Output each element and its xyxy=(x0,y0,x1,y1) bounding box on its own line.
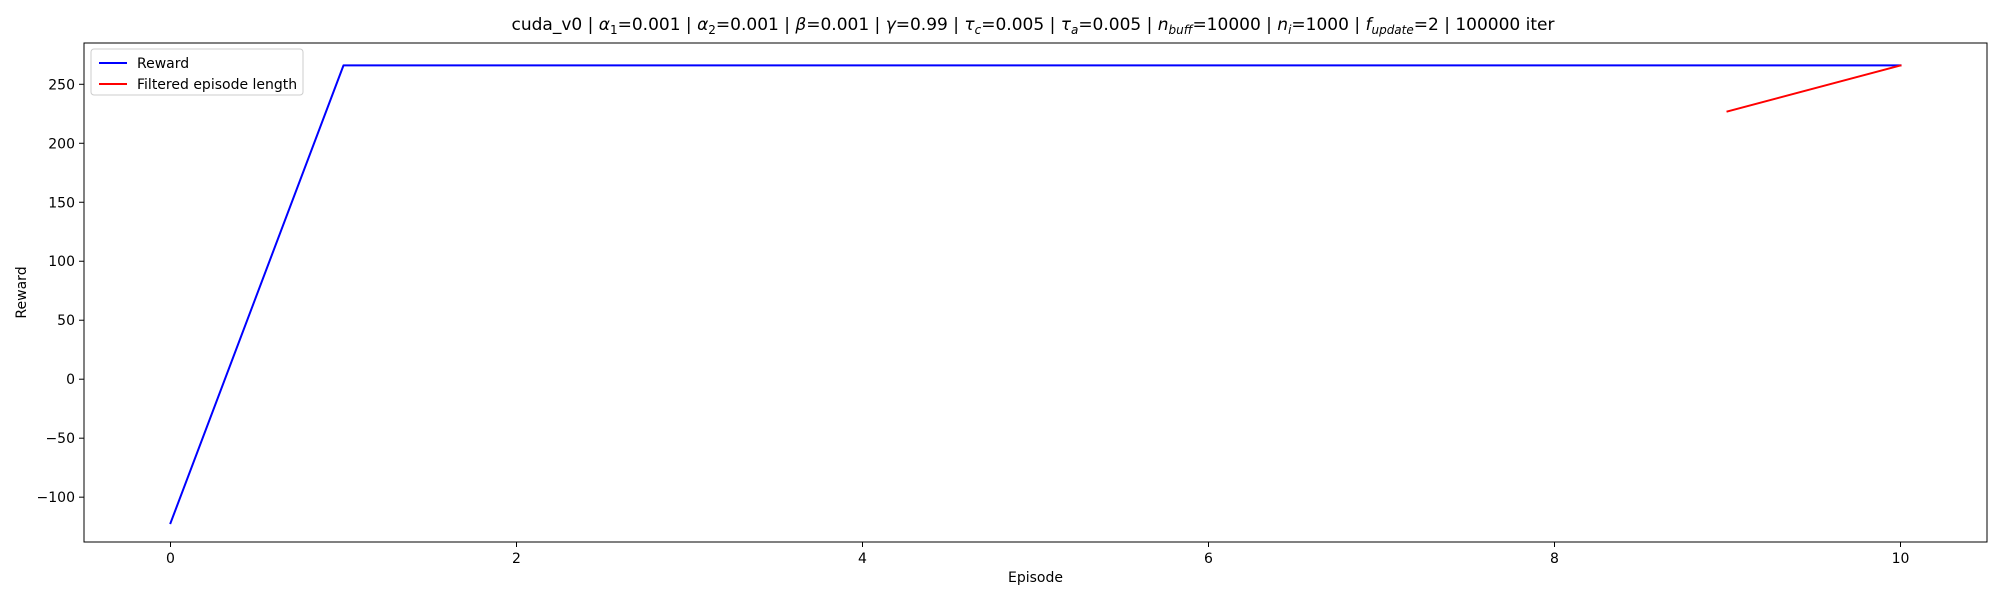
series-line-0 xyxy=(169,64,1902,525)
y-tick-label: −50 xyxy=(45,431,75,447)
x-tick-label: 6 xyxy=(1204,551,1213,567)
y-tick-label: 150 xyxy=(48,195,75,211)
y-tick-label: 100 xyxy=(48,254,75,270)
plot-area: 0 2 4 6 8 10 −100 −50 0 50 100 150 200 250 xyxy=(37,42,1988,567)
y-tick-label: 0 xyxy=(66,372,75,388)
title-segment: n xyxy=(1158,15,1169,35)
series-layer xyxy=(169,64,1902,525)
x-tick-label: 4 xyxy=(858,551,867,567)
title-segment: n xyxy=(1277,15,1288,35)
y-tick-label: 50 xyxy=(57,313,75,329)
title-segment: α xyxy=(697,15,708,35)
title-segment: =10000 | xyxy=(1192,15,1277,35)
y-axis-title: Reward xyxy=(14,266,30,318)
title-segment: =1000 | xyxy=(1291,15,1365,35)
y-tick-label: 250 xyxy=(48,77,75,93)
title-segment: γ xyxy=(886,15,897,35)
title-segment: buff xyxy=(1169,23,1194,37)
title-segment: τ xyxy=(964,15,975,35)
x-tick-label: 2 xyxy=(512,551,521,567)
legend-label: Reward xyxy=(137,56,189,72)
y-axis: −100 −50 0 50 100 150 200 250 xyxy=(37,77,84,506)
title-segment: =0.005 | xyxy=(981,15,1060,35)
title-segment: a xyxy=(1071,23,1078,37)
title-segment: τ xyxy=(1061,15,1072,35)
title-segment: =0.99 | xyxy=(896,15,965,35)
y-tick-label: −100 xyxy=(37,490,75,506)
title-segment: f xyxy=(1365,15,1374,35)
title-segment: =0.001 | xyxy=(806,15,885,35)
title-segment: =2 | 100000 iter xyxy=(1414,15,1555,35)
x-axis: 0 2 4 6 8 10 xyxy=(166,542,1909,567)
title-segment: β xyxy=(794,15,806,35)
title-segment: α xyxy=(599,15,610,35)
x-tick-label: 10 xyxy=(1892,551,1910,567)
x-tick-label: 8 xyxy=(1550,551,1559,567)
legend: Reward Filtered episode length xyxy=(90,48,304,96)
title-segment: =0.001 | xyxy=(618,15,697,35)
title-segment: c xyxy=(975,23,982,37)
series-line-1 xyxy=(1726,64,1902,113)
axes-frame xyxy=(83,42,1988,543)
y-tick-label: 200 xyxy=(48,136,75,152)
title-segment: 1 xyxy=(610,23,618,37)
title-segment: =0.001 | xyxy=(716,15,795,35)
title-segment: i xyxy=(1288,23,1292,37)
title-segment: =0.005 | xyxy=(1078,15,1157,35)
legend-label: Filtered episode length xyxy=(137,77,297,93)
title-segment: update xyxy=(1371,23,1413,37)
x-tick-label: 0 xyxy=(166,551,175,567)
title-segment: cuda_v0 | xyxy=(512,15,599,35)
x-axis-title: Episode xyxy=(1008,570,1063,586)
legend-box xyxy=(90,48,304,96)
chart-title: cuda_v0 | α1=0.001 | α2=0.001 | β=0.001 … xyxy=(512,15,1555,37)
title-segment: 2 xyxy=(708,23,716,37)
